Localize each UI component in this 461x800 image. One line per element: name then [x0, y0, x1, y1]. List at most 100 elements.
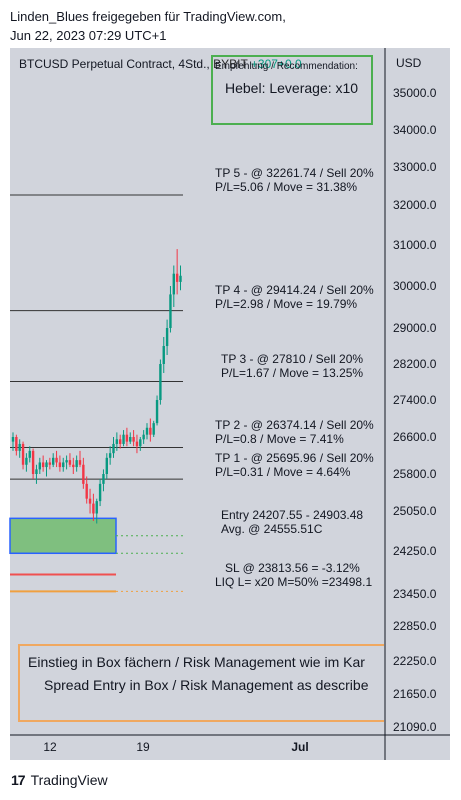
symbol-change: +307+0.0: [250, 57, 302, 71]
candle-body: [125, 434, 129, 442]
sl-line2: LIQ L= x20 M=50% =23498.1: [215, 575, 373, 589]
candle-body: [18, 443, 21, 451]
candle-body: [88, 498, 92, 504]
tradingview-logo-icon: 17: [11, 772, 26, 788]
candle-body: [21, 443, 25, 465]
tp3-line1: TP 3 - @ 27810 / Sell 20%: [221, 352, 364, 366]
candle-body: [92, 503, 95, 514]
candle-body: [139, 439, 142, 447]
price-tick-label: 33000.0: [393, 160, 437, 174]
recommendation-leverage: Hebel: Leverage: x10: [225, 80, 359, 96]
candle-body: [149, 427, 152, 435]
price-tick-label: 27400.0: [393, 393, 437, 407]
candle-body: [55, 457, 58, 463]
tp4-annotation: TP 4 - @ 29414.24 / Sell 20% P/L=2.98 / …: [215, 283, 374, 311]
symbol-exchange: BYBIT: [213, 57, 248, 71]
candle-body: [68, 460, 72, 465]
price-tick-label: 21650.0: [393, 687, 437, 701]
price-tick-label: 31000.0: [393, 238, 437, 252]
sl-annotation: SL @ 23813.56 = -3.12% LIQ L= x20 M=50% …: [215, 561, 372, 589]
price-tick-label: 25050.0: [393, 504, 437, 518]
candle-body: [25, 457, 28, 465]
price-tick-label: 32000.0: [393, 198, 437, 212]
strategy-note-en: Spread Entry in Box / Risk Management as…: [44, 677, 369, 693]
tp5-line2: P/L=5.06 / Move = 31.38%: [215, 180, 358, 194]
candle-body: [15, 437, 18, 451]
candle-body: [28, 450, 31, 458]
share-timestamp: Jun 22, 2023 07:29 UTC+1: [10, 28, 167, 43]
candle-body: [105, 457, 108, 474]
tp1-line1: TP 1 - @ 25695.96 / Sell 20%: [215, 451, 374, 465]
price-tick-label: 22250.0: [393, 654, 437, 668]
candle-body: [31, 450, 35, 474]
recommendation-box: [211, 55, 373, 125]
entry-zone-box: [9, 517, 117, 555]
candle-body: [122, 434, 125, 444]
strategy-note-de: Einstieg in Box fächern / Risk Managemen…: [28, 654, 365, 670]
candle-body: [169, 294, 172, 328]
candle-body: [52, 457, 55, 465]
candle-body: [38, 462, 41, 470]
symbol-name: BTCUSD Perpetual Contract, 4Std.,: [19, 57, 214, 71]
candle-body: [129, 437, 132, 442]
tp2-line2: P/L=0.8 / Move = 7.41%: [215, 432, 344, 446]
chart-frame[interactable]: [10, 48, 450, 760]
price-tick-label: 25800.0: [393, 467, 437, 481]
time-tick-label: 12: [43, 740, 57, 754]
candle-body: [95, 501, 98, 514]
candle-body: [58, 462, 62, 468]
price-tick-label: 34000.0: [393, 123, 437, 137]
candle-body: [72, 464, 75, 468]
candle-body: [82, 464, 85, 484]
price-tick-label: 21090.0: [393, 720, 437, 734]
time-tick-label: 19: [136, 740, 150, 754]
candle-body: [119, 439, 122, 444]
candle-body: [35, 469, 38, 474]
candle-body: [145, 427, 149, 435]
candle-body: [11, 437, 15, 442]
candle-body: [162, 346, 165, 364]
footer-brand[interactable]: 17 TradingView: [11, 772, 108, 788]
tp1-line2: P/L=0.31 / Move = 4.64%: [215, 465, 351, 479]
tp2-line1: TP 2 - @ 26374.14 / Sell 20%: [215, 418, 374, 432]
candle-body: [155, 400, 159, 424]
price-tick-label: 23450.0: [393, 587, 437, 601]
price-tick-label: 28200.0: [393, 357, 437, 371]
candle-body: [62, 462, 65, 468]
entry-annotation: Entry 24207.55 - 24903.48 Avg. @ 24555.5…: [221, 508, 363, 536]
tp4-line1: TP 4 - @ 29414.24 / Sell 20%: [215, 283, 374, 297]
candle-body: [65, 460, 68, 463]
candle-body: [135, 441, 139, 447]
price-tick-label: 24250.0: [393, 544, 437, 558]
candle-body: [78, 460, 82, 465]
sl-line1: SL @ 23813.56 = -3.12%: [225, 561, 360, 575]
candle-body: [165, 328, 169, 346]
price-tick-label: 30000.0: [393, 279, 437, 293]
tp3-line2: P/L=1.67 / Move = 13.25%: [221, 366, 364, 380]
candle-body: [132, 437, 135, 442]
candle-body: [179, 275, 182, 282]
price-tick-label: 26600.0: [393, 430, 437, 444]
price-tick-label: 35000.0: [393, 86, 437, 100]
candle-body: [102, 474, 105, 484]
currency-label[interactable]: USD: [396, 56, 422, 70]
tp1-annotation: TP 1 - @ 25695.96 / Sell 20% P/L=0.31 / …: [215, 451, 374, 479]
candle-body: [98, 483, 102, 502]
strategy-note-box: Einstieg in Box fächern / Risk Managemen…: [18, 644, 384, 722]
candle-body: [108, 453, 112, 458]
symbol-title: BTCUSD Perpetual Contract, 4Std., BYBIT …: [19, 57, 302, 71]
candle-body: [41, 462, 45, 468]
tp2-annotation: TP 2 - @ 26374.14 / Sell 20% P/L=0.8 / M…: [215, 418, 374, 446]
candle-body: [152, 423, 155, 435]
time-tick-label: Jul: [291, 740, 308, 754]
recommendation-caption: Empfehlung / Recommendation:: [215, 61, 358, 72]
candle-body: [159, 364, 162, 400]
price-tick-label: 29000.0: [393, 321, 437, 335]
candle-body: [45, 462, 48, 468]
footer-brand-name: TradingView: [30, 772, 108, 788]
candle-body: [85, 483, 88, 499]
tp3-annotation: TP 3 - @ 27810 / Sell 20% P/L=1.67 / Mov…: [221, 352, 363, 380]
tp5-annotation: TP 5 - @ 32261.74 / Sell 20% P/L=5.06 / …: [215, 166, 374, 194]
price-tick-label: 22850.0: [393, 619, 437, 633]
